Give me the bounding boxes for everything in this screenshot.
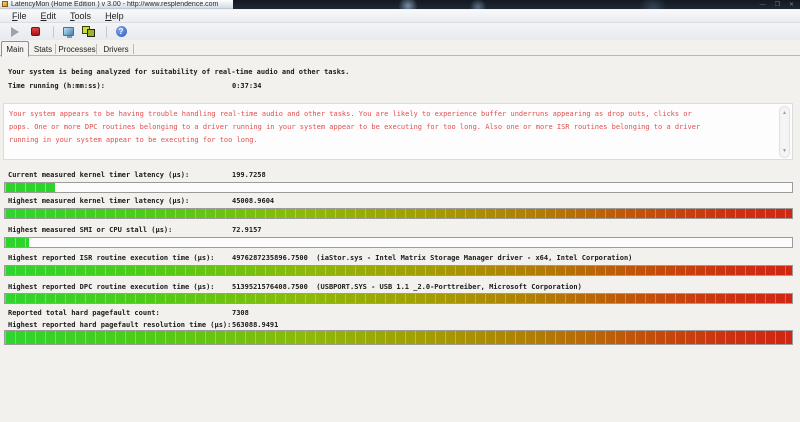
scroll-up-icon[interactable]: ▲ — [782, 110, 787, 116]
start-monitor-button[interactable] — [7, 25, 23, 38]
metric-value: 72.9157 — [232, 226, 262, 234]
latency-bar-dpc-execution — [4, 293, 793, 304]
time-running-label: Time running (h:mm:ss): — [8, 82, 105, 90]
maximize-icon[interactable]: ❐ — [774, 1, 780, 8]
metric-label: Reported total hard pagefault count: — [8, 309, 160, 317]
title-bar: LatencyMon (Home Edition ) v 3.00 - http… — [0, 0, 800, 9]
metric-value: 7308 — [232, 309, 249, 317]
toolbar: ? — [0, 23, 800, 40]
minimize-icon[interactable]: — — [759, 1, 766, 8]
metric-driver-detail: (USBPORT.SYS - USB 1.1 _2.0-Porttreiber,… — [316, 283, 582, 291]
stop-icon — [30, 27, 40, 36]
tab-stats[interactable]: Stats — [30, 42, 56, 57]
metric-value: 45008.9604 — [232, 197, 275, 205]
title-bar-left[interactable]: LatencyMon (Home Edition ) v 3.00 - http… — [0, 0, 233, 9]
toolbar-separator — [53, 25, 54, 38]
help-icon: ? — [115, 26, 127, 37]
scroll-down-icon[interactable]: ▼ — [782, 148, 787, 154]
warning-text: Your system appears to be having trouble… — [9, 110, 701, 144]
window-title: LatencyMon (Home Edition ) v 3.00 - http… — [11, 0, 219, 8]
metric-label: Highest measured kernel timer latency (µ… — [8, 197, 190, 205]
metric-value: 5139521576408.7500 (USBPORT.SYS - USB 1.… — [232, 283, 582, 291]
metric-value: 563088.9491 — [232, 321, 279, 329]
latency-bar-smi-cpu-stall — [4, 237, 793, 248]
metric-value: 199.7258 — [232, 171, 266, 179]
warning-box: Your system appears to be having trouble… — [3, 103, 793, 160]
menu-help[interactable]: Help — [105, 11, 124, 21]
metric-label: Highest reported DPC routine execution t… — [8, 283, 215, 291]
app-icon — [2, 1, 8, 7]
metric-label: Highest reported hard pagefault resoluti… — [8, 321, 232, 329]
window-controls: — ❐ ✕ — [760, 0, 794, 9]
metric-value: 4976287235896.7500 (iaStor.sys - Intel M… — [232, 254, 633, 262]
tab-main[interactable]: Main — [1, 41, 29, 57]
menu-file[interactable]: File — [12, 11, 27, 21]
latency-bar-current-kernel-timer — [4, 182, 793, 193]
metric-label: Highest measured SMI or CPU stall (µs): — [8, 226, 173, 234]
toolbar-separator — [106, 25, 107, 38]
menu-edit[interactable]: Edit — [40, 11, 57, 21]
menu-tools[interactable]: Tools — [70, 11, 92, 21]
stop-monitor-button[interactable] — [27, 25, 43, 38]
warning-scrollbar[interactable]: ▲ ▼ — [779, 106, 790, 158]
tab-bar: Main Stats Processes Drivers — [0, 40, 800, 57]
metric-label: Highest reported ISR routine execution t… — [8, 254, 215, 262]
time-running-value: 0:37:34 — [232, 82, 262, 90]
help-button[interactable]: ? — [113, 25, 129, 38]
background-window-strip: — ❐ ✕ — [233, 0, 800, 9]
latency-bar-pagefault-resolution — [4, 330, 793, 345]
processes-button[interactable] — [80, 25, 96, 38]
processes-icon — [81, 26, 95, 37]
tab-drivers[interactable]: Drivers — [98, 42, 134, 57]
close-icon[interactable]: ✕ — [788, 1, 794, 8]
monitor-icon — [62, 27, 74, 38]
play-icon — [11, 26, 19, 37]
analyze-button[interactable] — [60, 25, 76, 38]
analysis-status-line: Your system is being analyzed for suitab… — [8, 68, 350, 76]
menu-bar: File Edit Tools Help — [0, 10, 800, 23]
metric-label: Current measured kernel timer latency (µ… — [8, 171, 190, 179]
metric-driver-detail: (iaStor.sys - Intel Matrix Storage Manag… — [316, 254, 633, 262]
latency-bar-highest-kernel-timer — [4, 208, 793, 219]
latency-bar-isr-execution — [4, 265, 793, 276]
tab-processes[interactable]: Processes — [58, 44, 97, 54]
